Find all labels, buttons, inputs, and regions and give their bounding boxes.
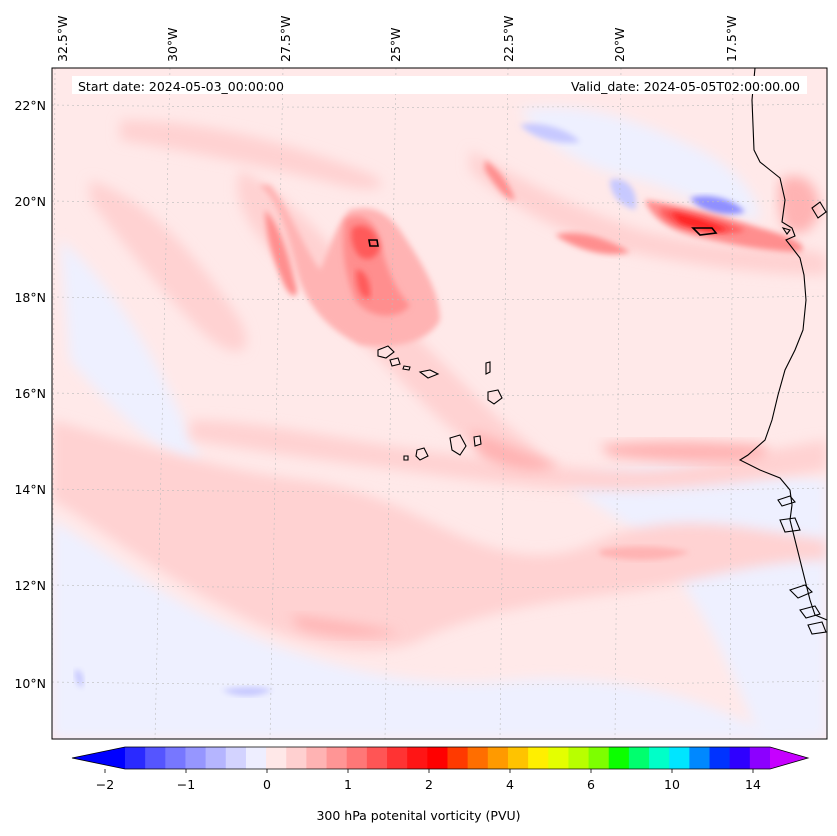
colorbar-cell bbox=[125, 747, 146, 769]
colorbar-cell bbox=[548, 747, 570, 769]
colorbar-tick-label: 0 bbox=[263, 777, 271, 792]
colorbar: −2 −1 0 1 2 4 6 10 14 bbox=[71, 746, 810, 792]
longitude-labels: 32.5°W 30°W 27.5°W 25°W 22.5°W 20°W 17.5… bbox=[55, 16, 739, 62]
lat-label: 12°N bbox=[14, 578, 46, 593]
pv-field-strong-anomalies bbox=[258, 160, 803, 560]
lat-label: 14°N bbox=[14, 482, 46, 497]
colorbar-tick-label: 6 bbox=[587, 777, 595, 792]
colorbar-cell bbox=[568, 747, 590, 769]
colorbar-cell bbox=[407, 747, 428, 769]
colorbar-cell bbox=[225, 747, 247, 769]
colorbar-cell bbox=[729, 747, 751, 769]
pv-field-high-values bbox=[52, 120, 827, 650]
lat-label: 16°N bbox=[14, 386, 46, 401]
colorbar-cell bbox=[467, 747, 489, 769]
colorbar-tick-label: 4 bbox=[506, 777, 514, 792]
colorbar-cell bbox=[588, 747, 610, 769]
colorbar-cell bbox=[286, 747, 308, 769]
colorbar-ticks bbox=[104, 769, 754, 773]
colorbar-tick-label: 2 bbox=[425, 777, 433, 792]
colorbar-tick-label: 14 bbox=[745, 777, 761, 792]
colorbar-tick-label: −2 bbox=[96, 777, 114, 792]
colorbar-cell bbox=[387, 747, 408, 769]
colorbar-cell bbox=[447, 747, 469, 769]
valid-date-text: Valid_date: 2024-05-05T02:00:00.00 bbox=[571, 79, 800, 94]
colorbar-cell bbox=[145, 747, 166, 769]
pv-max-contours bbox=[368, 227, 718, 247]
coastlines bbox=[738, 68, 827, 635]
map-plot-area bbox=[52, 68, 827, 739]
colorbar-max-arrow bbox=[770, 747, 808, 769]
colorbar-cell bbox=[649, 747, 670, 769]
lon-label: 27.5°W bbox=[278, 16, 293, 62]
lon-label: 20°W bbox=[612, 27, 627, 62]
colorbar-cell bbox=[346, 747, 368, 769]
graticule bbox=[52, 68, 827, 739]
colorbar-cell bbox=[709, 747, 731, 769]
lon-label: 17.5°W bbox=[724, 16, 739, 62]
colorbar-title: 300 hPa potenital vorticity (PVU) bbox=[316, 808, 521, 823]
cape-verde-islands bbox=[377, 345, 503, 461]
lon-label: 32.5°W bbox=[55, 16, 70, 62]
colorbar-cell bbox=[326, 747, 348, 769]
lon-label: 30°W bbox=[165, 27, 180, 62]
colorbar-cell bbox=[628, 747, 650, 769]
colorbar-cell bbox=[507, 747, 529, 769]
colorbar-cell bbox=[427, 747, 449, 769]
lat-label: 18°N bbox=[14, 290, 46, 305]
lat-label: 22°N bbox=[14, 98, 46, 113]
colorbar-cell bbox=[306, 747, 328, 769]
lat-label: 20°N bbox=[14, 194, 46, 209]
colorbar-min-arrow bbox=[72, 747, 125, 769]
colorbar-cell bbox=[528, 747, 549, 769]
africa-coastline bbox=[738, 68, 827, 621]
colorbar-cell bbox=[266, 747, 287, 769]
colorbar-cell bbox=[185, 747, 207, 769]
colorbar-cell bbox=[749, 747, 771, 769]
lat-label: 10°N bbox=[14, 676, 46, 691]
colorbar-cell bbox=[245, 747, 267, 769]
lon-label: 22.5°W bbox=[501, 16, 516, 62]
header-box bbox=[72, 76, 807, 94]
colorbar-tick-label: 10 bbox=[664, 777, 680, 792]
colorbar-cell bbox=[669, 747, 690, 769]
latitude-labels: 22°N 20°N 18°N 16°N 14°N 12°N 10°N bbox=[14, 98, 46, 691]
colorbar-cell bbox=[487, 747, 509, 769]
start-date-text: Start date: 2024-05-03_00:00:00 bbox=[78, 79, 284, 94]
plot-frame bbox=[51, 67, 828, 740]
colorbar-cell bbox=[689, 747, 711, 769]
colorbar-cell bbox=[165, 747, 187, 769]
colorbar-cell bbox=[608, 747, 630, 769]
colorbar-tick-labels: −2 −1 0 1 2 4 6 10 14 bbox=[96, 777, 761, 792]
colorbar-cells bbox=[125, 747, 771, 769]
colorbar-tick-label: −1 bbox=[177, 777, 195, 792]
colorbar-tick-label: 1 bbox=[344, 777, 352, 792]
colorbar-cell bbox=[366, 747, 388, 769]
colorbar-outline bbox=[71, 746, 810, 770]
lon-label: 25°W bbox=[388, 27, 403, 62]
colorbar-cell bbox=[205, 747, 227, 769]
